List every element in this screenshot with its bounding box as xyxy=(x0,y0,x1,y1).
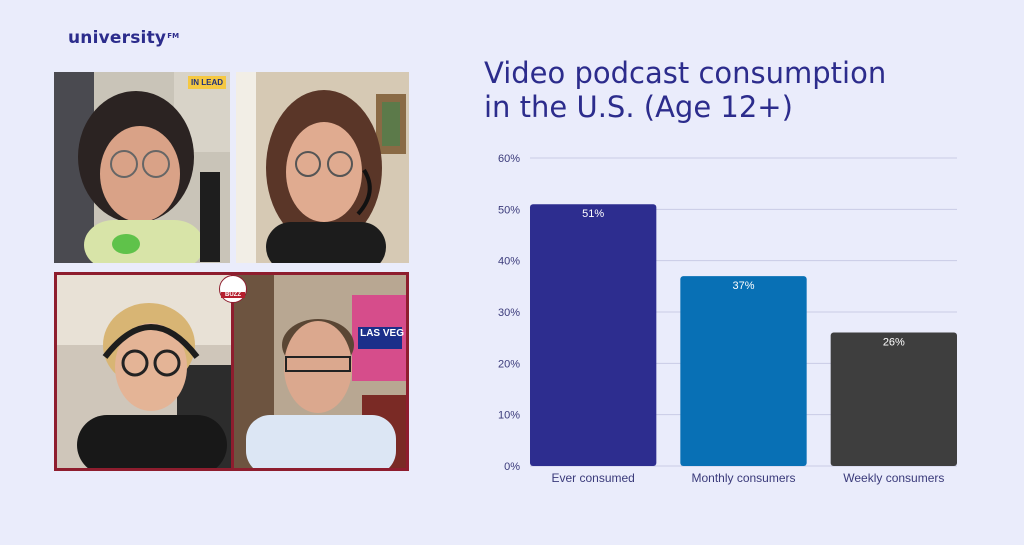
bar-value-label: 51% xyxy=(582,208,604,220)
y-tick-label: 20% xyxy=(498,358,520,370)
chart-title-line-1: Video podcast consumption xyxy=(484,56,887,90)
x-category-label: Weekly consumers xyxy=(843,471,944,485)
x-category-label: Monthly consumers xyxy=(691,471,795,485)
y-tick-label: 60% xyxy=(498,153,520,165)
bar xyxy=(530,204,657,466)
buzz-badge-icon: BUZZ xyxy=(219,275,247,303)
y-tick-label: 40% xyxy=(498,256,520,268)
bar xyxy=(830,332,957,466)
bar-value-label: 37% xyxy=(732,280,754,292)
video-tile-top-left: IN LEAD xyxy=(54,72,230,263)
chart-title-line-2: in the U.S. (Age 12+) xyxy=(484,90,793,124)
y-tick-label: 50% xyxy=(498,204,520,216)
in-lead-badge: IN LEAD xyxy=(188,76,226,89)
bar-value-label: 26% xyxy=(883,337,905,349)
video-tile-bottom-left xyxy=(57,275,231,468)
y-tick-label: 30% xyxy=(498,307,520,319)
y-tick-label: 0% xyxy=(504,461,520,473)
video-tile-top-right xyxy=(236,72,409,263)
bar xyxy=(680,276,807,466)
chart-title: Video podcast consumption in the U.S. (A… xyxy=(484,56,1004,124)
x-category-label: Ever consumed xyxy=(551,471,634,485)
video-tile-bottom-right: LAS VEG xyxy=(234,275,406,468)
las-vegas-poster: LAS VEG xyxy=(360,328,404,339)
y-tick-label: 10% xyxy=(498,410,520,422)
bar-chart: 0% 10% 20% 30% 40% 50% 60% 51% Ever consumed 37% M… xyxy=(498,153,957,485)
brand-logo: universityFM xyxy=(68,28,180,48)
